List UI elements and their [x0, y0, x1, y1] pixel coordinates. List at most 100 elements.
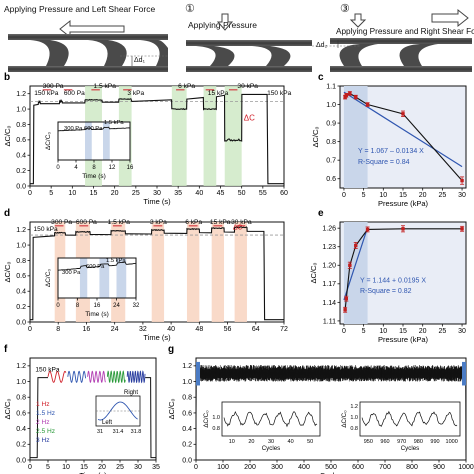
inset-band [116, 258, 127, 298]
chart-d: 0 8 16 24 32 40 48 56 64 72 0.0 0.2 0.4 0.6 0.8 1.0 1.2 T… [3, 219, 288, 342]
y-tick-label: 0.8 [182, 395, 192, 402]
inset-pressure-label: 600 Pa [86, 264, 105, 270]
highlight-end [462, 361, 466, 386]
right-shear-arrow-icon [431, 8, 469, 28]
inset-x-tick-label: 31 [97, 429, 103, 435]
data-point [344, 93, 348, 97]
series-line-15Hz [67, 370, 87, 383]
y-tick-label: 0.8 [16, 395, 26, 402]
x-tick-label: 10 [379, 328, 387, 335]
data-point [348, 91, 352, 96]
chart-c: 0 5 10 15 20 25 30 0.6 0.7 0.8 0.9 1.0 1.1 Pressure (… [311, 83, 467, 208]
legend-label: 3 Hz [36, 437, 50, 444]
x-axis-label: Pressure (kPa) [378, 335, 429, 344]
y-tick-label: 0.4 [16, 153, 26, 160]
pressure-label: 150 kPa [267, 90, 292, 97]
x-tick-label: 30 [458, 328, 466, 335]
inset-left-label: Left [102, 420, 112, 426]
x-tick-label: 20 [419, 192, 427, 199]
data-point [460, 178, 464, 183]
inset-x-tick-label: 950 [364, 439, 373, 445]
x-tick-label: 16 [83, 326, 91, 333]
x-tick-label: 200 [244, 464, 256, 471]
inset-band [85, 122, 92, 160]
x-tick-label: 0 [194, 464, 198, 471]
inset-x-tick-label: 960 [380, 439, 389, 445]
y-tick-label: 1.11 [323, 318, 336, 325]
data-point [401, 112, 405, 116]
x-tick-label: 25 [438, 192, 446, 199]
inset-x-tick-label: 980 [414, 439, 423, 445]
schematic-number-mid: ① [185, 3, 195, 15]
data-point [460, 227, 464, 231]
pressure-label: 150 kPa [35, 366, 60, 373]
y-tick-label: 0.2 [182, 442, 192, 449]
pressure-label: 30 kPa [231, 219, 252, 226]
x-tick-label: 100 [217, 464, 229, 471]
y-tick-label: 0.8 [16, 258, 26, 265]
inset-pressure-label: 1.5 kPa [106, 258, 126, 264]
bottom-plate-left [8, 66, 168, 72]
inset-pressure-label: 300 Pa [62, 270, 81, 276]
x-tick-label: 50 [238, 190, 246, 197]
y-tick-label: 1.17 [322, 281, 336, 288]
y-axis-label: ΔC/C₀ [3, 125, 12, 146]
data-point [344, 296, 348, 301]
x-tick-label: 5 [46, 464, 50, 471]
chart-g: 0 100 200 300 400 500 600 700 800 900 1000 0.0 0.2 0.… [167, 357, 474, 474]
x-tick-label: 40 [195, 190, 203, 197]
inset-x-tick-label: 970 [397, 439, 406, 445]
inset-x-tick-label: 20 [248, 439, 254, 445]
x-tick-label: 64 [252, 326, 260, 333]
data-point [365, 102, 370, 107]
y-axis-label: ΔC/C₀ [311, 126, 320, 147]
x-tick-label: 25 [438, 328, 446, 335]
inset-series-line [57, 261, 137, 271]
pressure-label: 15 kPa [208, 90, 229, 97]
baseline-trace [30, 377, 48, 459]
y-tick-label: 1.0 [16, 106, 26, 113]
x-tick-label: 60 [280, 190, 288, 197]
x-tick-label: 25 [116, 464, 124, 471]
y-tick-label: 1.0 [326, 102, 336, 109]
x-tick-label: 48 [195, 326, 203, 333]
x-tick-label: 0 [342, 328, 346, 335]
delta-d1-label: Δd₁ [134, 57, 146, 64]
pressure-label: 150 kPa [34, 90, 59, 97]
x-axis-label: Cycles [320, 471, 343, 474]
fit-equation: Y = 1.144 + 0.0195 X [360, 278, 426, 285]
y-tick-label: 0.4 [16, 289, 26, 296]
inset-y-tick-label: 0.8 [350, 426, 358, 432]
pressure-label: 600 Pa [76, 219, 97, 226]
x-tick-label: 30 [134, 464, 142, 471]
inset-x-tick-label: 40 [288, 439, 294, 445]
x-tick-label: 24 [113, 303, 120, 309]
x-axis-label: Time (s) [85, 311, 109, 318]
y-tick-label: 1.2 [182, 363, 192, 370]
x-tick-label: 24 [111, 326, 119, 333]
shaded-band [151, 222, 165, 322]
legend-label: 1 Hz [36, 401, 50, 408]
x-tick-label: 8 [56, 326, 60, 333]
y-tick-label: 0.4 [182, 426, 192, 433]
x-tick-label: 10 [68, 190, 76, 197]
y-tick-label: 1.1 [326, 83, 336, 90]
data-point [401, 227, 405, 231]
x-tick-label: 32 [139, 326, 147, 333]
x-tick-label: 10 [62, 464, 70, 471]
y-axis-label: ΔC/C₀ [309, 262, 318, 283]
y-axis-label: ΔC/C₀ [45, 269, 52, 288]
inset-x-axis-label: Cycles [262, 445, 281, 452]
y-tick-label: 0.4 [16, 426, 26, 433]
y-axis-label: ΔC/C₀ [3, 261, 12, 282]
x-axis-label: Time (s) [82, 173, 106, 180]
x-tick-label: 20 [111, 190, 119, 197]
x-tick-label: 30 [458, 192, 466, 199]
x-tick-label: 700 [379, 464, 391, 471]
inset-y-axis-label: ΔC/C₀ [341, 410, 348, 428]
inset-right-label: Right [124, 390, 138, 396]
shaded-band [203, 86, 217, 186]
series-line [30, 93, 284, 185]
y-tick-label: 0.0 [16, 457, 26, 464]
pressure-label: 600 Pa [64, 90, 85, 97]
